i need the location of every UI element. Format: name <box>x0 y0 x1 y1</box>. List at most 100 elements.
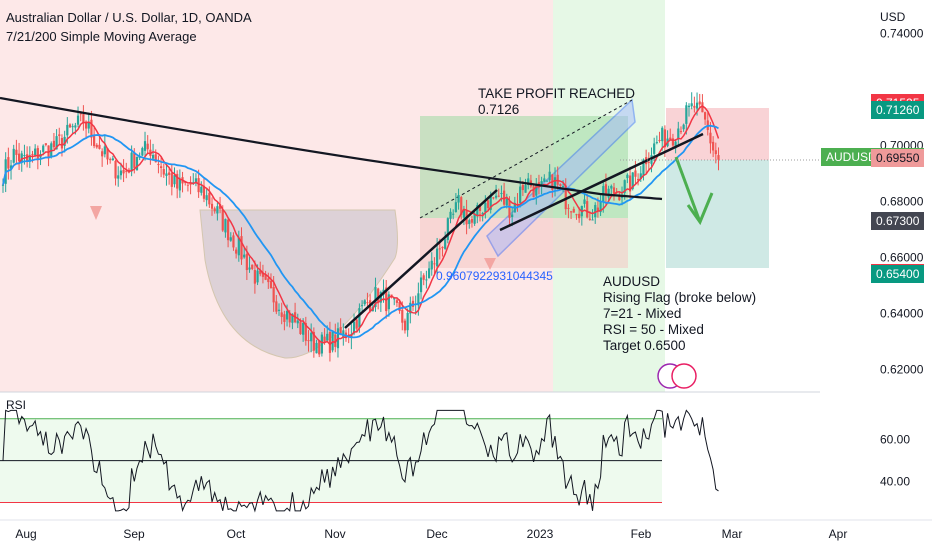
candle <box>422 275 425 280</box>
candle <box>618 194 621 201</box>
candle <box>237 237 240 256</box>
candle <box>556 174 559 185</box>
candle <box>240 236 243 260</box>
support-trendline <box>344 189 498 329</box>
currency-label: USD <box>880 10 906 24</box>
candle <box>661 127 664 142</box>
candle <box>634 170 637 177</box>
candle <box>401 309 404 323</box>
candle <box>497 195 500 197</box>
candle <box>647 161 650 163</box>
candle <box>658 139 661 141</box>
candle <box>74 125 77 128</box>
candle <box>690 103 693 107</box>
candle <box>594 204 597 218</box>
candle <box>28 156 31 162</box>
candle <box>326 333 329 341</box>
candle <box>610 185 613 189</box>
price-tick: 0.62000 <box>880 363 924 377</box>
candle <box>296 320 299 324</box>
candle <box>484 202 487 213</box>
candle <box>213 208 216 212</box>
candle <box>489 195 492 210</box>
target-arrow <box>674 156 702 223</box>
rsi-line <box>2 409 719 513</box>
candle <box>23 155 26 157</box>
time-tick: Dec <box>426 527 447 541</box>
candle <box>90 119 93 138</box>
candle <box>527 178 530 186</box>
target-zone <box>666 160 769 268</box>
rsi-label: RSI <box>6 398 27 412</box>
candle <box>280 312 283 317</box>
candle <box>194 178 198 182</box>
candle <box>449 211 452 219</box>
candle <box>117 175 120 179</box>
candle <box>578 213 581 219</box>
candle <box>186 184 190 186</box>
candle <box>178 178 181 191</box>
candle <box>417 293 420 306</box>
candle <box>623 180 626 193</box>
candle <box>235 249 238 254</box>
indicator-title: 7/21/200 Simple Moving Average <box>6 29 197 44</box>
candle <box>454 202 457 213</box>
candle <box>655 142 658 144</box>
candle <box>36 148 39 160</box>
candle <box>103 146 106 155</box>
candle <box>543 178 546 182</box>
candle <box>226 219 230 241</box>
candle <box>387 294 390 310</box>
candle <box>79 113 82 115</box>
candle <box>160 166 163 169</box>
candle <box>9 165 13 169</box>
candle <box>591 219 594 221</box>
candle <box>492 197 495 199</box>
candle <box>261 272 265 277</box>
time-tick: Nov <box>324 527 345 541</box>
candle <box>157 164 160 166</box>
candle <box>218 204 222 209</box>
candle <box>693 105 696 108</box>
candle <box>653 143 656 154</box>
target-arrowhead <box>686 192 714 226</box>
signal-marker <box>90 206 102 220</box>
rsi-tick: 40.00 <box>880 475 910 489</box>
candle <box>687 105 691 108</box>
candle <box>320 334 323 354</box>
candle <box>709 132 712 144</box>
candle <box>154 154 157 163</box>
candle <box>98 144 101 149</box>
candle <box>636 178 640 181</box>
candle <box>200 186 203 193</box>
candle <box>272 286 275 303</box>
price-tag: 0.65400 <box>871 265 925 284</box>
candle <box>564 185 567 210</box>
time-tick: Oct <box>227 527 246 541</box>
candle <box>548 171 551 181</box>
candle <box>671 138 675 146</box>
candle <box>339 327 342 336</box>
candle <box>494 195 498 198</box>
candle <box>395 300 399 303</box>
time-tick: Mar <box>722 527 743 541</box>
candle <box>111 158 114 161</box>
candle <box>631 172 634 189</box>
candle <box>106 148 109 160</box>
candle <box>503 190 506 205</box>
candle <box>438 248 441 250</box>
time-tick: 2023 <box>527 527 554 541</box>
candle <box>599 202 602 213</box>
candle <box>328 332 332 353</box>
candle <box>462 208 466 218</box>
candle <box>352 321 356 334</box>
candle <box>318 341 321 355</box>
price-tick: 0.68000 <box>880 195 924 209</box>
analysis-line: Target 0.6500 <box>603 338 686 353</box>
candle <box>363 300 366 305</box>
candle <box>409 302 412 314</box>
price-tick: 0.66000 <box>880 251 924 265</box>
candle <box>71 126 74 128</box>
candle <box>119 170 123 176</box>
